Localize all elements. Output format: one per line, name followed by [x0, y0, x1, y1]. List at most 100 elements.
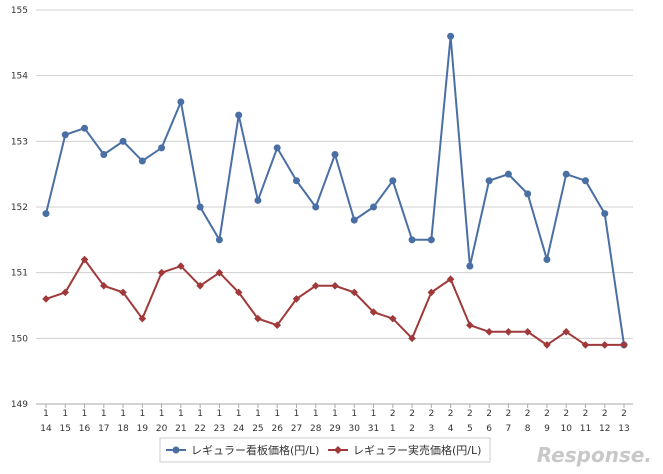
data-point — [562, 327, 570, 336]
data-point — [42, 295, 50, 303]
x-tick-label-day: 7 — [506, 424, 512, 434]
x-tick-label-day: 8 — [525, 424, 531, 434]
data-point — [447, 32, 455, 40]
x-tick-label-month: 1 — [313, 409, 319, 419]
x-tick-label-month: 1 — [294, 409, 300, 419]
y-tick-label: 154 — [11, 72, 28, 82]
x-tick-label-month: 2 — [583, 409, 589, 419]
data-point — [196, 203, 204, 211]
x-tick-label-month: 2 — [390, 409, 396, 419]
x-tick-label-day: 15 — [60, 424, 71, 434]
x-tick-label-month: 1 — [62, 409, 68, 419]
x-tick-label-month: 1 — [351, 409, 357, 419]
data-point — [42, 210, 50, 218]
x-tick-label-month: 2 — [563, 409, 569, 419]
x-tick-label-day: 17 — [98, 424, 109, 434]
data-point — [100, 282, 108, 290]
legend-label-1: レギュラー実売価格(円/L) — [353, 443, 481, 457]
data-point — [485, 177, 493, 185]
legend-label-0: レギュラー看板価格(円/L) — [191, 443, 319, 457]
data-point — [524, 190, 532, 198]
data-point — [254, 196, 262, 204]
data-point — [408, 334, 416, 343]
data-point — [273, 321, 281, 329]
data-point — [81, 124, 89, 132]
x-tick-label-day: 28 — [310, 424, 322, 434]
y-tick-label: 155 — [11, 6, 28, 16]
x-tick-label-month: 2 — [506, 409, 512, 419]
x-tick-label-day: 12 — [599, 424, 610, 434]
x-tick-label-day: 29 — [329, 424, 341, 434]
y-tick-label: 152 — [11, 203, 28, 213]
x-tick-label-month: 2 — [544, 409, 550, 419]
x-tick-label-day: 26 — [271, 424, 283, 434]
data-point — [543, 341, 551, 349]
x-tick-label-day: 21 — [175, 424, 186, 434]
data-point — [215, 236, 223, 244]
x-tick-label-month: 2 — [448, 409, 454, 419]
x-tick-label-day: 13 — [618, 424, 629, 434]
data-point — [273, 144, 281, 152]
x-tick-label-day: 2 — [409, 424, 415, 434]
x-tick-label-month: 1 — [159, 409, 165, 419]
x-tick-label-day: 11 — [580, 424, 591, 434]
y-tick-label: 150 — [11, 334, 28, 344]
gridlines — [36, 9, 633, 405]
data-point — [350, 216, 358, 224]
x-tick-label-day: 31 — [368, 424, 379, 434]
x-tick-label-month: 1 — [274, 409, 280, 419]
x-tick-label-day: 3 — [428, 424, 434, 434]
data-point — [61, 131, 69, 139]
data-point — [504, 327, 513, 336]
data-point — [369, 308, 378, 316]
x-tick-label-month: 1 — [255, 409, 261, 419]
series-line-0 — [45, 36, 625, 346]
data-point — [389, 177, 397, 185]
data-point — [466, 262, 474, 270]
data-point — [215, 268, 224, 277]
x-tick-label-day: 16 — [79, 424, 91, 434]
data-point — [177, 262, 185, 270]
x-tick-label-month: 2 — [602, 409, 608, 419]
data-point — [620, 341, 628, 349]
x-tick-label-day: 9 — [544, 424, 550, 434]
data-point — [562, 170, 570, 178]
data-point — [581, 177, 589, 185]
data-point — [427, 288, 436, 297]
data-point — [370, 203, 378, 211]
x-tick-label-month: 2 — [409, 409, 415, 419]
y-axis-ticks: 149 150 151 152 153 154 155 — [11, 6, 28, 410]
data-point — [61, 288, 70, 297]
x-tick-label-month: 2 — [621, 409, 627, 419]
data-point — [350, 288, 359, 297]
x-tick-label-month: 1 — [197, 409, 203, 419]
data-point — [523, 327, 532, 336]
x-tick-label-day: 1 — [390, 424, 396, 434]
x-tick-label-day: 6 — [486, 424, 492, 434]
x-tick-label-month: 1 — [178, 409, 184, 419]
x-tick-label-month: 2 — [467, 409, 473, 419]
data-point — [138, 157, 146, 165]
x-tick-label-month: 1 — [82, 409, 88, 419]
x-tick-label-day: 10 — [560, 424, 572, 434]
x-axis-ticks: 1141151161171181191201211221231241251261… — [40, 404, 630, 434]
data-point — [254, 314, 262, 323]
data-point — [408, 236, 416, 244]
data-point — [138, 314, 147, 323]
x-tick-label-day: 20 — [156, 424, 168, 434]
data-point — [196, 282, 204, 290]
data-point — [292, 177, 300, 185]
x-tick-label-day: 5 — [467, 424, 473, 434]
data-point — [466, 321, 474, 329]
series-group — [42, 32, 628, 349]
x-tick-label-month: 2 — [525, 409, 531, 419]
data-point — [158, 144, 166, 152]
x-tick-label-month: 1 — [101, 409, 107, 419]
data-point — [600, 341, 609, 349]
x-tick-label-month: 1 — [332, 409, 338, 419]
x-tick-label-day: 25 — [252, 424, 263, 434]
data-point — [100, 150, 108, 158]
x-tick-label-day: 30 — [349, 424, 361, 434]
data-point — [119, 137, 127, 145]
